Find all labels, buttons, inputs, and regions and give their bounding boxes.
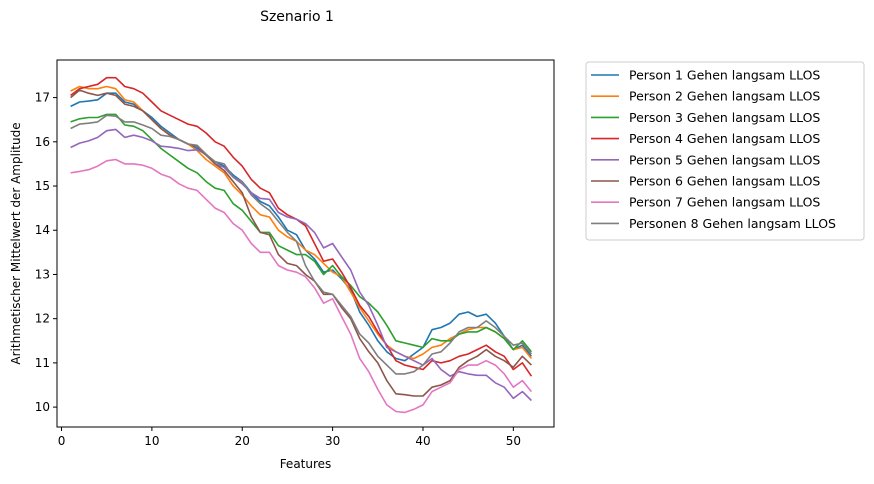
y-axis-label: Arithmetischer Mittelwert der Amplitude (9, 122, 23, 364)
series-line-4 (70, 76, 533, 377)
series-line-6 (70, 89, 532, 397)
series-line-8 (70, 114, 533, 375)
chart-title: Szenario 1 (260, 9, 334, 25)
legend-label: Person 3 Gehen langsam LLOS (629, 110, 820, 125)
x-axis-label: Features (280, 457, 332, 471)
y-tick-label: 14 (35, 223, 50, 237)
y-tick-label: 16 (35, 135, 50, 149)
legend-label: Person 5 Gehen langsam LLOS (629, 152, 820, 167)
series-line-7 (70, 158, 533, 414)
legend-label: Person 7 Gehen langsam LLOS (629, 195, 820, 210)
y-tick-label: 13 (35, 267, 50, 281)
y-tick-label: 12 (35, 312, 50, 326)
legend-label: Person 4 Gehen langsam LLOS (629, 131, 820, 146)
y-tick-label: 17 (35, 91, 50, 105)
series-line-5 (70, 128, 532, 402)
legend: Person 1 Gehen langsam LLOS Person 2 Gehe… (585, 61, 865, 241)
legend-label: Person 1 Gehen langsam LLOS (629, 68, 820, 83)
x-tick-label: 50 (506, 434, 521, 448)
legend-box (585, 61, 865, 241)
y-tick-label: 15 (35, 179, 50, 193)
x-tick-label: 40 (415, 434, 430, 448)
series-lines (70, 76, 533, 414)
x-tick-label: 0 (58, 434, 66, 448)
y-tick-label: 11 (35, 356, 50, 370)
x-tick-label: 20 (235, 434, 250, 448)
series-line-3 (70, 113, 533, 353)
plot-frame (56, 59, 555, 428)
series-line-1 (70, 92, 533, 362)
legend-label: Person 6 Gehen langsam LLOS (629, 174, 820, 189)
legend-label: Person 2 Gehen langsam LLOS (629, 89, 820, 104)
axes: 0 10 20 30 40 50 10 11 12 13 14 15 16 17 (35, 91, 521, 448)
y-tick-label: 10 (35, 400, 50, 414)
x-tick-label: 10 (144, 434, 159, 448)
x-tick-label: 30 (325, 434, 340, 448)
legend-label: Personen 8 Gehen langsam LLOS (629, 216, 836, 231)
